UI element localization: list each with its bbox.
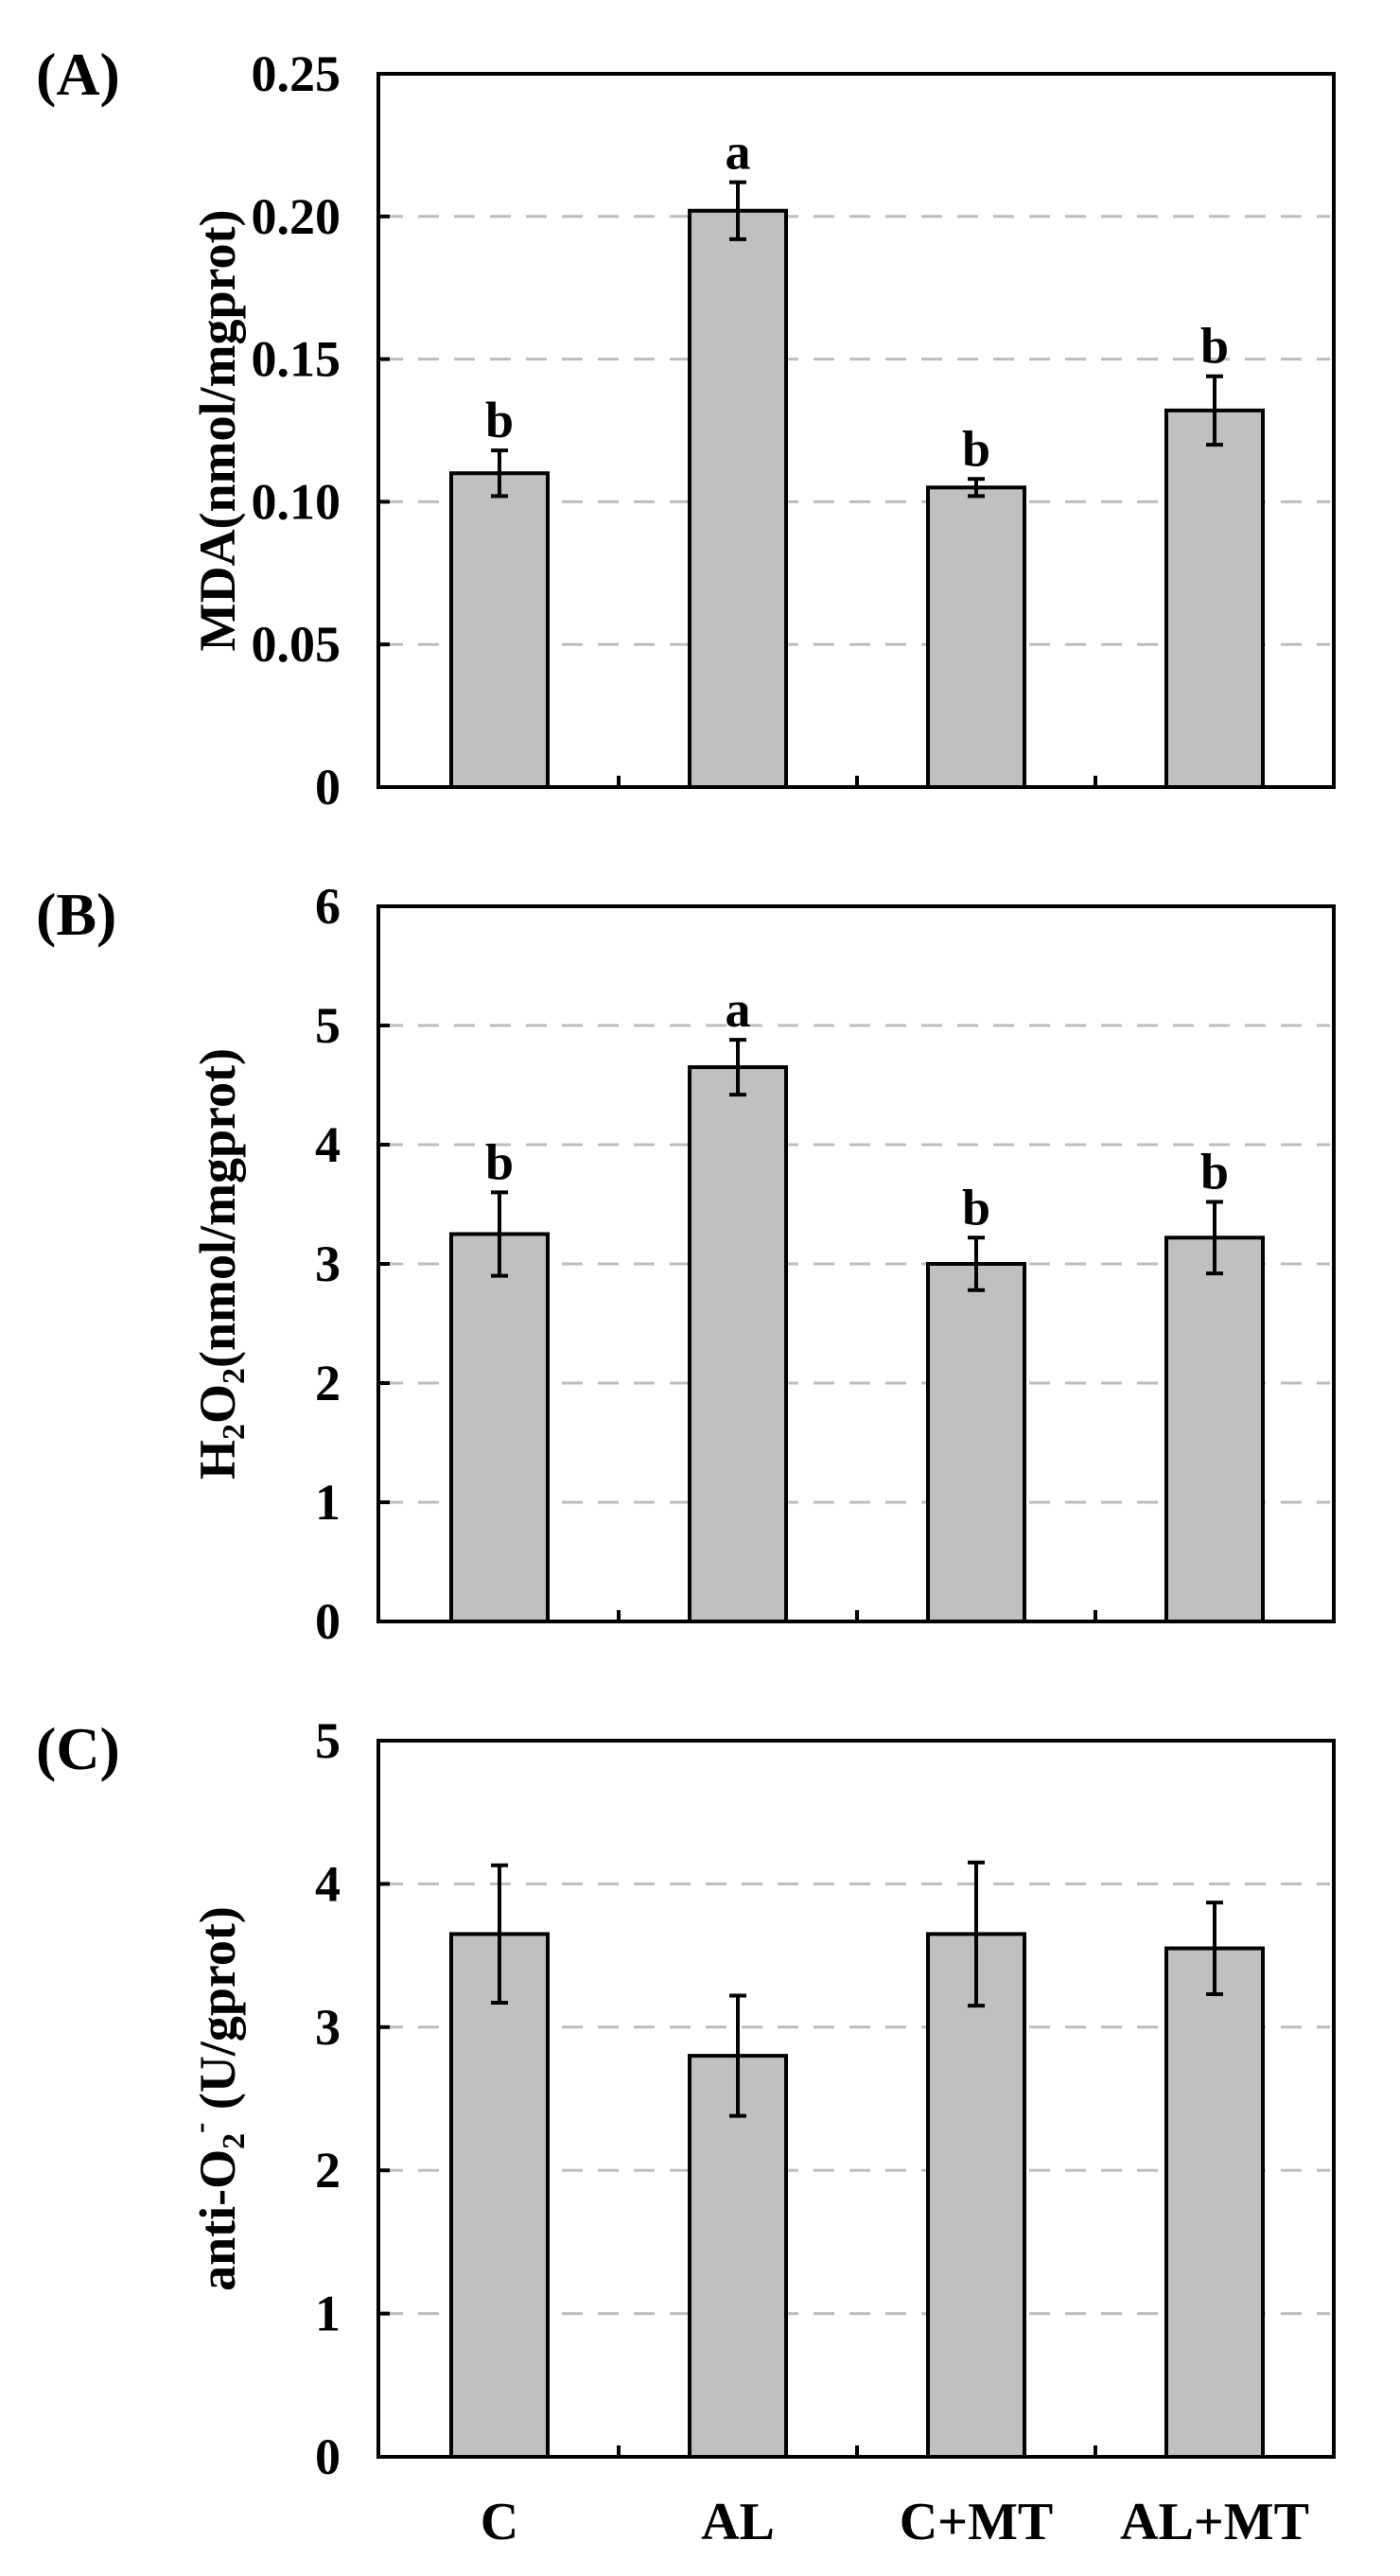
error-bar-C — [491, 1190, 508, 1278]
error-bar-C+MT — [968, 477, 985, 499]
y-tick-label: 0 — [315, 759, 341, 815]
bar-C+MT — [926, 1932, 1026, 2459]
significance-letter: b — [962, 1179, 990, 1235]
y-tick-label: 0.10 — [252, 473, 341, 530]
chart-panel-2: b a b b 0 1 2 3 4 5 6 (B) H2O2(nmol/mgprot) — [36, 878, 1336, 1650]
x-category-label: AL+MT — [1120, 2493, 1309, 2551]
significance-letter: a — [726, 124, 751, 181]
bar-C+MT — [926, 1262, 1026, 1623]
y-tick-label: 4 — [315, 1855, 341, 1912]
significance-letter: a — [726, 981, 751, 1038]
y-axis-title: anti-O2- (U/gprot) — [183, 1906, 252, 2291]
y-tick-label: 1 — [315, 1474, 341, 1531]
error-bar-C+MT — [968, 1235, 985, 1292]
y-tick-label: 4 — [315, 1116, 341, 1173]
bar-C — [449, 1932, 550, 2459]
y-tick-label: 3 — [315, 1999, 341, 2056]
significance-letter: b — [1200, 1143, 1229, 1200]
y-tick-label: 2 — [315, 1355, 341, 1411]
y-tick-label: 0.05 — [252, 616, 341, 673]
bar-C+MT — [926, 485, 1026, 789]
y-tick-label: 0.15 — [252, 331, 341, 388]
y-tick-label: 6 — [315, 878, 341, 935]
x-category-label: C — [481, 2493, 518, 2551]
y-axis-title: H2O2(nmol/mgprot) — [189, 1048, 252, 1480]
y-tick-label: 0.25 — [252, 45, 341, 102]
y-tick-label: 3 — [315, 1235, 341, 1292]
error-bar-C+MT — [968, 1860, 985, 2008]
chart-panel-1: b a b b 0 0.05 0.10 0.15 0.20 0.25 (A) MDA(nmol/mgp… — [36, 41, 1336, 815]
panel-label: (A) — [36, 41, 120, 108]
y-tick-label: 2 — [315, 2142, 341, 2199]
significance-letter: b — [485, 1133, 514, 1190]
bar-AL — [688, 208, 788, 789]
x-category-label: AL — [701, 2493, 775, 2551]
significance-letter: b — [1200, 318, 1229, 375]
error-bar-AL — [729, 1038, 746, 1097]
panel-label: (C) — [36, 1715, 120, 1782]
y-tick-label: 1 — [315, 2286, 341, 2342]
error-bar-AL — [729, 1993, 746, 2118]
bar-AL — [688, 1065, 788, 1623]
bar-AL+MT — [1164, 1235, 1265, 1624]
bar-C — [449, 1232, 550, 1623]
error-bar-C — [491, 1863, 508, 2006]
chart-panel-3: 0 1 2 3 4 5 (C) anti-O2- (U/gprot) C AL C+MT AL+MT — [36, 1712, 1336, 2551]
y-tick-label: 0.20 — [252, 188, 341, 245]
y-tick-label: 5 — [315, 997, 341, 1054]
error-bar-C — [491, 448, 508, 499]
error-bar-AL — [729, 180, 746, 241]
bar-C — [449, 471, 550, 789]
y-tick-label: 0 — [315, 1593, 341, 1650]
y-tick-label: 5 — [315, 1712, 341, 1769]
significance-letter: b — [485, 392, 514, 448]
x-category-label: C+MT — [900, 2493, 1054, 2551]
significance-letter: b — [962, 420, 990, 477]
error-bar-AL+MT — [1206, 1200, 1223, 1276]
y-tick-label: 0 — [315, 2428, 341, 2485]
bar-AL+MT — [1164, 1946, 1265, 2459]
panel-label: (B) — [36, 881, 116, 948]
y-axis-title: MDA(nmol/mgprot) — [189, 210, 246, 652]
bar-AL — [688, 2054, 788, 2460]
bar-AL+MT — [1164, 408, 1265, 789]
error-bar-AL+MT — [1206, 374, 1223, 447]
error-bar-AL+MT — [1206, 1901, 1223, 1996]
